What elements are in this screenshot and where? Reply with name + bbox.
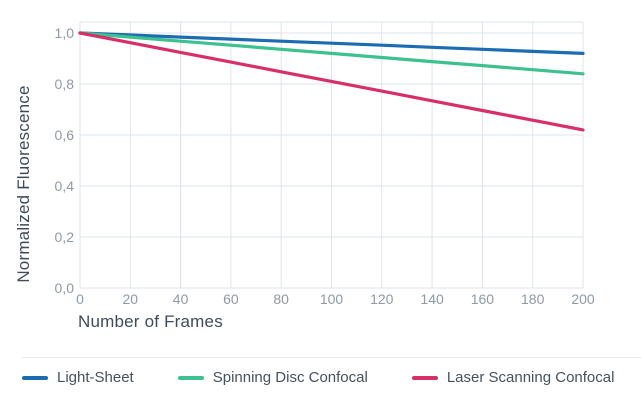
- x-tick-label: 140: [420, 291, 444, 307]
- y-tick-label: 0,4: [54, 178, 74, 194]
- x-tick-label: 20: [122, 291, 139, 307]
- y-tick-label: 0,0: [54, 280, 74, 296]
- legend-item: Spinning Disc Confocal: [177, 369, 368, 386]
- x-tick-label: 80: [273, 291, 289, 307]
- legend-divider: [22, 357, 641, 358]
- x-tick-label: 0: [76, 291, 84, 307]
- y-tick-label: 0,2: [54, 229, 74, 245]
- legend-swatch-icon: [411, 375, 438, 380]
- series-line: [78, 31, 585, 56]
- series-line: [78, 31, 585, 132]
- legend-item: Laser Scanning Confocal: [411, 369, 615, 386]
- x-tick-label: 120: [370, 291, 394, 307]
- x-tick-label: 160: [470, 291, 495, 307]
- legend-item: Light-Sheet: [22, 369, 134, 386]
- legend-swatch-icon: [22, 375, 48, 380]
- x-axis-title: Number of Frames: [78, 312, 223, 331]
- legend-label: Laser Scanning Confocal: [446, 369, 615, 386]
- x-tick-label: 60: [223, 291, 239, 307]
- y-tick-label: 1,0: [54, 25, 74, 41]
- series-line: [78, 31, 585, 76]
- legend-label: Spinning Disc Confocal: [212, 369, 368, 386]
- legend: Light-Sheet Spinning Disc Confocal Laser S…: [22, 369, 614, 386]
- x-tick-label: 100: [319, 291, 344, 307]
- y-axis-title: Normalized Fluorescence: [14, 85, 33, 283]
- y-tick-label: 0,8: [54, 76, 74, 92]
- legend-swatch-icon: [177, 375, 204, 380]
- legend-label: Light-Sheet: [57, 369, 134, 386]
- x-tick-label: 180: [521, 291, 545, 307]
- x-tick-label: 40: [172, 291, 189, 307]
- y-tick-label: 0,6: [54, 127, 74, 143]
- x-tick-label: 200: [571, 291, 595, 307]
